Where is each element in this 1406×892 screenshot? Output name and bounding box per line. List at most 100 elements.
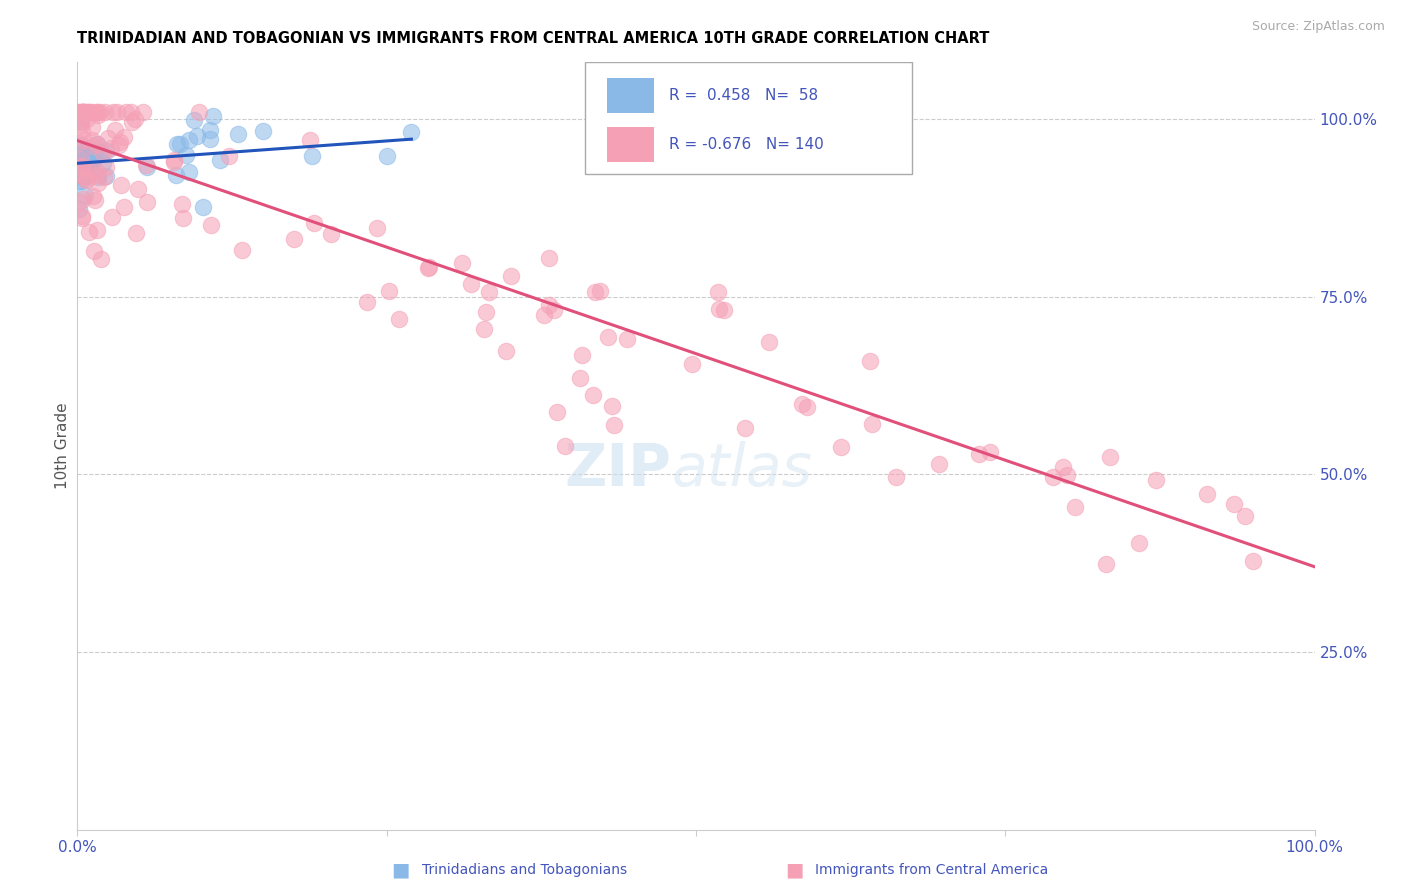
Point — [70, 124, 93, 138]
Point — [588, 285, 610, 299]
Point — [86, 137, 108, 152]
Point — [135, 160, 157, 174]
Point — [598, 330, 620, 344]
Point — [76, 146, 98, 161]
Point — [82, 138, 104, 153]
Point — [191, 201, 214, 215]
Point — [69, 115, 91, 129]
Point — [796, 400, 818, 414]
Point — [100, 141, 122, 155]
Point — [69, 174, 91, 188]
Point — [82, 154, 104, 169]
Point — [112, 200, 135, 214]
Point — [67, 169, 90, 183]
Text: TRINIDADIAN AND TOBAGONIAN VS IMMIGRANTS FROM CENTRAL AMERICA 10TH GRADE CORRELA: TRINIDADIAN AND TOBAGONIAN VS IMMIGRANTS… — [77, 31, 990, 46]
Point — [72, 105, 94, 120]
Point — [169, 136, 191, 151]
Point — [75, 154, 97, 169]
Point — [86, 222, 108, 236]
Point — [218, 149, 240, 163]
Point — [172, 211, 194, 226]
Point — [163, 153, 186, 167]
Point — [76, 164, 98, 178]
Point — [301, 148, 323, 162]
Point — [84, 145, 107, 160]
Point — [86, 105, 108, 120]
Point — [107, 137, 129, 152]
Point — [499, 268, 522, 283]
Point — [67, 146, 90, 161]
Point — [543, 303, 565, 318]
Point — [83, 193, 105, 207]
Point — [121, 115, 143, 129]
Point — [73, 170, 96, 185]
Point — [75, 143, 97, 157]
Point — [375, 149, 398, 163]
Point — [495, 344, 517, 359]
Point — [73, 165, 96, 179]
Point — [571, 348, 593, 362]
Point — [136, 195, 159, 210]
Point — [70, 211, 93, 226]
Point — [115, 105, 138, 120]
Point — [91, 156, 114, 170]
Point — [67, 106, 90, 120]
Point — [198, 132, 221, 146]
Point — [94, 144, 117, 158]
Point — [75, 169, 97, 183]
Point — [226, 127, 249, 141]
Point — [1098, 450, 1121, 465]
Point — [97, 131, 120, 145]
Text: Source: ZipAtlas.com: Source: ZipAtlas.com — [1251, 20, 1385, 33]
Point — [84, 164, 107, 178]
Point — [616, 332, 638, 346]
Point — [69, 167, 91, 181]
Point — [67, 194, 90, 209]
Point — [82, 153, 104, 168]
Point — [121, 105, 143, 120]
Point — [105, 105, 128, 120]
Point — [174, 147, 197, 161]
Point — [72, 160, 94, 174]
Point — [884, 470, 907, 484]
Point — [209, 153, 232, 167]
Point — [581, 387, 603, 401]
Text: atlas: atlas — [671, 441, 813, 498]
Point — [928, 458, 950, 472]
Point — [67, 169, 90, 183]
Text: Trinidadians and Tobagonians: Trinidadians and Tobagonians — [422, 863, 627, 877]
Point — [67, 174, 90, 188]
Point — [387, 311, 409, 326]
Point — [72, 105, 94, 120]
FancyBboxPatch shape — [585, 62, 912, 174]
Point — [70, 152, 93, 166]
Point — [75, 150, 97, 164]
Point — [90, 252, 112, 266]
Point — [460, 277, 482, 291]
Point — [533, 308, 555, 322]
Point — [166, 136, 188, 151]
Point — [87, 176, 110, 190]
Point — [76, 112, 98, 126]
Point — [416, 260, 439, 275]
Point — [67, 202, 90, 217]
Point — [600, 400, 623, 414]
Point — [67, 152, 90, 166]
Point — [1063, 500, 1085, 514]
Point — [1056, 468, 1078, 483]
Point — [177, 133, 200, 147]
Point — [75, 168, 97, 182]
Point — [1195, 487, 1218, 501]
Point — [546, 405, 568, 419]
Point — [76, 105, 98, 120]
Point — [87, 170, 110, 185]
Point — [979, 444, 1001, 458]
Point — [72, 105, 94, 120]
Point — [110, 178, 132, 192]
Point — [135, 158, 157, 172]
Point — [183, 113, 205, 128]
Point — [859, 353, 882, 368]
Point — [319, 227, 342, 241]
Point — [96, 169, 118, 183]
Point — [112, 129, 135, 144]
